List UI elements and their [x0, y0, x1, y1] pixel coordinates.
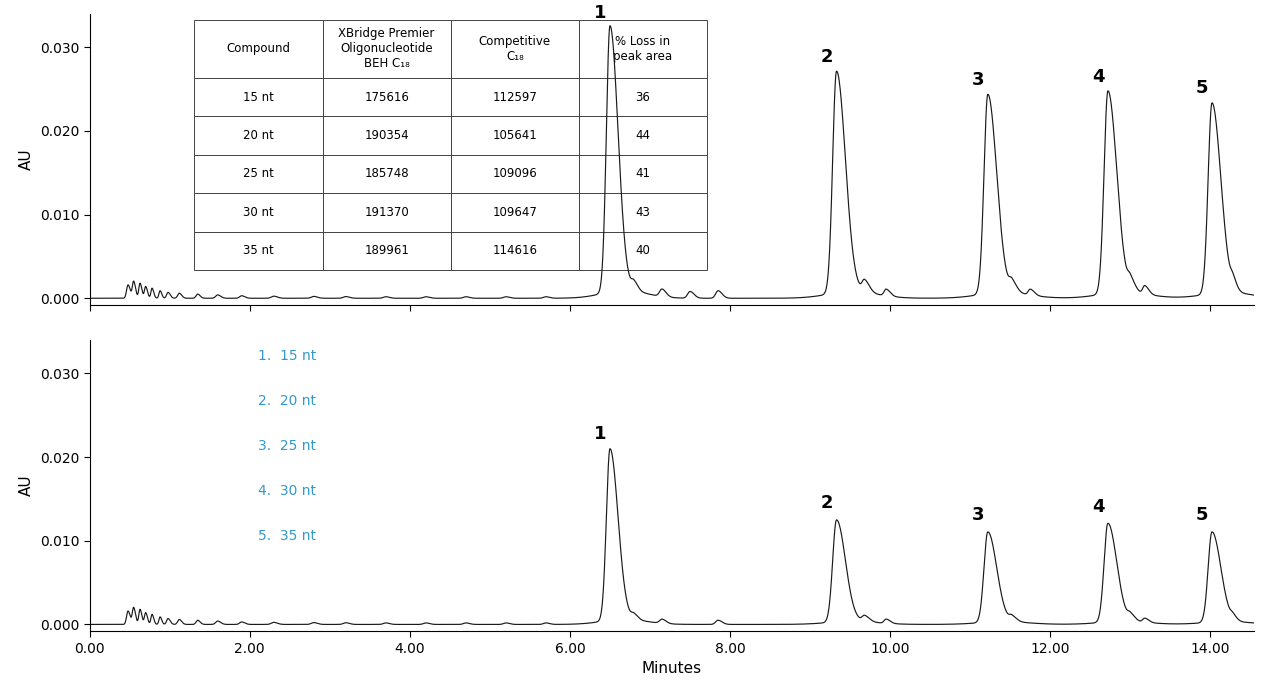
Text: 3: 3 — [972, 71, 984, 89]
Text: 3: 3 — [972, 506, 984, 524]
Y-axis label: AU: AU — [19, 475, 35, 496]
Text: 2.  20 nt: 2. 20 nt — [259, 394, 316, 407]
Y-axis label: AU: AU — [19, 149, 35, 170]
Text: 4: 4 — [1092, 68, 1105, 86]
Text: 5: 5 — [1196, 506, 1208, 524]
Text: 4: 4 — [1092, 497, 1105, 516]
Text: 2: 2 — [820, 495, 833, 512]
Text: 2: 2 — [820, 49, 833, 67]
Text: 1: 1 — [594, 4, 607, 22]
Text: 5.  35 nt: 5. 35 nt — [259, 529, 316, 543]
X-axis label: Minutes: Minutes — [643, 661, 701, 676]
Text: 1.  15 nt: 1. 15 nt — [259, 348, 316, 363]
Text: 1: 1 — [594, 425, 607, 443]
Text: 4.  30 nt: 4. 30 nt — [259, 484, 316, 498]
Text: 5: 5 — [1196, 80, 1208, 97]
Text: 3.  25 nt: 3. 25 nt — [259, 439, 316, 453]
